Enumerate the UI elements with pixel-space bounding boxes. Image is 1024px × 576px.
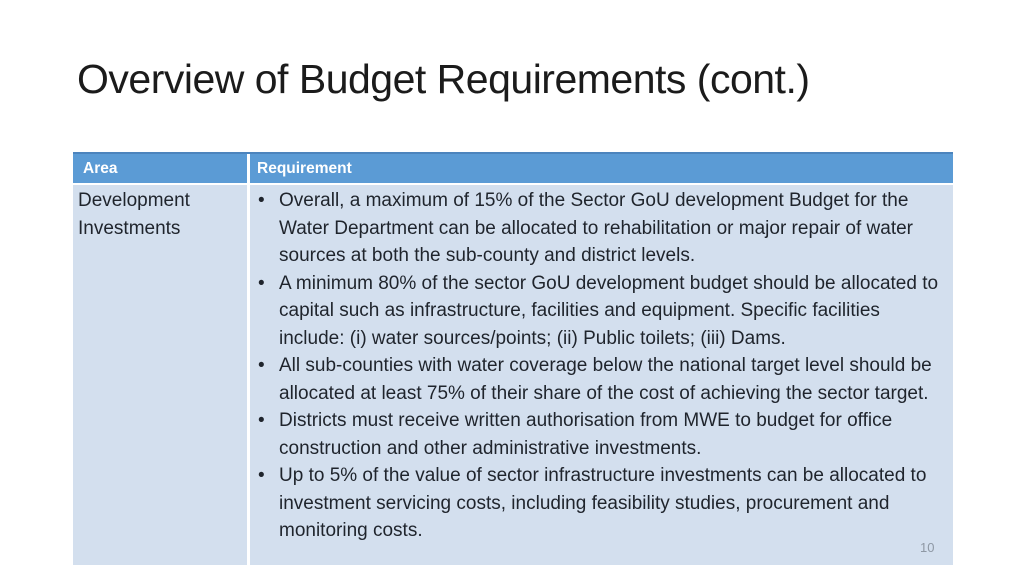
requirement-item: • Overall, a maximum of 15% of the Secto… [258,187,947,270]
requirement-text: A minimum 80% of the sector GoU developm… [279,272,939,349]
bullet-icon: • [258,355,265,376]
budget-requirements-table: Area Requirement Development Investments… [73,152,953,565]
bullet-icon: • [258,410,265,431]
table-body-row: Development Investments • Overall, a max… [73,185,953,565]
requirement-text: Overall, a maximum of 15% of the Sector … [279,190,913,266]
requirement-text: Up to 5% of the value of sector infrastr… [279,465,927,541]
requirement-item: • Up to 5% of the value of sector infras… [258,462,947,545]
requirement-list: • Overall, a maximum of 15% of the Secto… [258,187,947,545]
requirement-text: All sub-counties with water coverage bel… [279,355,932,404]
requirement-item: • A minimum 80% of the sector GoU develo… [258,270,947,353]
table-header-row: Area Requirement [73,152,953,183]
area-cell: Development Investments [73,185,247,565]
slide-title: Overview of Budget Requirements (cont.) [77,56,810,102]
requirement-item: • Districts must receive written authori… [258,407,947,462]
column-header-requirement: Requirement [250,154,953,183]
requirement-cell: • Overall, a maximum of 15% of the Secto… [250,185,953,565]
bullet-icon: • [258,190,265,211]
requirement-item: • All sub-counties with water coverage b… [258,352,947,407]
requirement-text: Districts must receive written authorisa… [279,410,893,459]
bullet-icon: • [258,465,265,486]
column-header-area: Area [73,154,247,183]
bullet-icon: • [258,272,265,294]
page-number: 10 [920,540,935,555]
